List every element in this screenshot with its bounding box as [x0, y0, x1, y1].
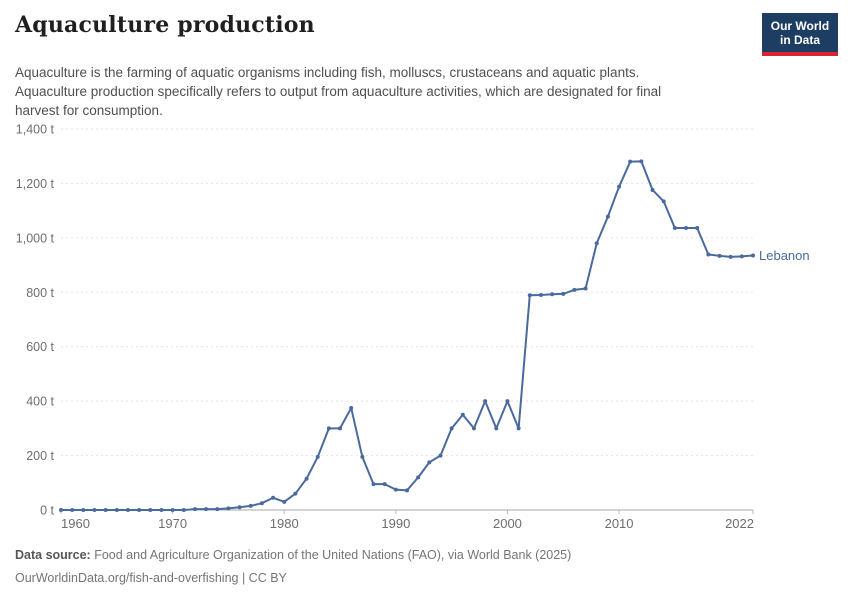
data-point-marker[interactable] [538, 293, 543, 298]
data-source-text: Food and Agriculture Organization of the… [90, 548, 572, 562]
data-point-marker[interactable] [471, 426, 476, 431]
data-point-marker[interactable] [170, 508, 175, 512]
y-tick-label: 1,400 t [16, 123, 55, 137]
data-source-line: Data source: Food and Agriculture Organi… [15, 544, 571, 567]
data-point-marker[interactable] [650, 187, 655, 192]
data-point-marker[interactable] [460, 412, 465, 417]
line-chart-svg[interactable]: 0 t 200 t 400 t 600 t 800 t 1,000 t 1,200 t 1,4… [0, 115, 850, 540]
y-tick-label: 200 t [26, 449, 54, 463]
data-point-marker[interactable] [215, 507, 220, 512]
y-tick-label: 800 t [26, 286, 54, 300]
footer-link-line[interactable]: OurWorldinData.org/fish-and-overfishing … [15, 571, 287, 585]
subtitle-line-2: Aquaculture production specifically refe… [15, 84, 662, 99]
data-point-marker[interactable] [326, 426, 331, 431]
data-point-marker[interactable] [181, 508, 186, 512]
x-tick-label: 1960 [61, 516, 90, 531]
data-point-marker[interactable] [405, 488, 409, 493]
data-point-marker[interactable] [259, 501, 264, 506]
data-point-marker[interactable] [672, 226, 677, 231]
data-point-marker[interactable] [695, 226, 700, 231]
data-point-marker[interactable] [427, 460, 432, 465]
data-point-marker[interactable] [449, 426, 454, 431]
y-tick-label: 1,000 t [16, 231, 55, 245]
data-point-marker[interactable] [315, 454, 320, 459]
lebanon-series-line[interactable] [60, 160, 754, 511]
data-point-marker[interactable] [393, 487, 398, 492]
data-point-marker[interactable] [483, 399, 488, 404]
data-point-marker[interactable] [293, 491, 298, 496]
data-point-marker[interactable] [304, 476, 309, 481]
data-point-marker[interactable] [583, 286, 588, 291]
data-point-marker[interactable] [605, 214, 610, 219]
owid-logo-line-2: in Data [779, 33, 820, 47]
subtitle-line-1: Aquaculture is the farming of aquatic or… [15, 65, 640, 80]
y-tick-label: 1,200 t [16, 177, 55, 191]
x-tick-label: 1970 [158, 516, 187, 531]
data-source-label: Data source: [15, 548, 91, 562]
data-point-marker[interactable] [271, 495, 276, 500]
x-tick-label: 1990 [381, 516, 410, 531]
data-point-marker[interactable] [382, 482, 387, 487]
data-point-marker[interactable] [92, 508, 97, 512]
data-point-marker[interactable] [617, 184, 622, 189]
data-point-marker[interactable] [494, 426, 499, 431]
data-point-marker[interactable] [70, 508, 75, 512]
data-point-marker[interactable] [561, 291, 566, 296]
data-point-marker[interactable] [594, 241, 599, 246]
data-point-marker[interactable] [103, 508, 108, 512]
chart-footer: Data source: Food and Agriculture Organi… [15, 544, 571, 590]
owid-logo-line-1: Our World [770, 19, 830, 33]
x-tick-label: 2010 [605, 516, 634, 531]
subtitle-line-3: harvest for consumption. [15, 103, 163, 118]
data-point-marker[interactable] [717, 253, 722, 258]
series-label-lebanon[interactable]: Lebanon [759, 248, 810, 263]
data-point-marker[interactable] [639, 159, 644, 164]
y-tick-label: 600 t [26, 340, 54, 354]
y-tick-label: 400 t [26, 395, 54, 409]
chart-subtitle: Aquaculture is the farming of aquatic or… [15, 63, 760, 120]
data-point-marker[interactable] [706, 252, 711, 257]
data-point-marker[interactable] [349, 405, 354, 410]
data-point-marker[interactable] [505, 399, 510, 404]
data-point-marker[interactable] [360, 454, 365, 459]
data-point-marker[interactable] [739, 254, 744, 259]
data-point-marker[interactable] [114, 508, 119, 512]
data-point-marker[interactable] [416, 475, 421, 480]
y-tick-label: 0 t [40, 504, 54, 518]
data-point-marker[interactable] [81, 508, 86, 512]
data-point-marker[interactable] [371, 482, 376, 487]
data-point-marker[interactable] [550, 292, 555, 297]
data-point-marker[interactable] [684, 226, 689, 231]
x-tick-label: 2022 [725, 516, 754, 531]
x-tick-label: 1980 [270, 516, 299, 531]
owid-logo[interactable]: Our World in Data [762, 13, 838, 56]
data-point-marker[interactable] [159, 508, 164, 512]
x-tick-label: 2000 [493, 516, 522, 531]
data-point-marker[interactable] [226, 506, 231, 511]
data-point-marker[interactable] [661, 199, 666, 204]
data-point-marker[interactable] [248, 503, 253, 508]
data-point-marker[interactable] [148, 508, 153, 512]
data-point-marker[interactable] [572, 287, 577, 292]
data-point-marker[interactable] [59, 508, 63, 512]
data-point-marker[interactable] [628, 159, 633, 164]
data-point-marker[interactable] [728, 254, 733, 259]
data-point-marker[interactable] [282, 499, 287, 504]
data-point-marker[interactable] [527, 293, 532, 298]
data-point-marker[interactable] [438, 453, 443, 458]
data-point-marker[interactable] [137, 508, 142, 512]
data-point-marker[interactable] [338, 426, 343, 431]
data-point-marker[interactable] [516, 426, 521, 431]
data-point-marker[interactable] [237, 505, 242, 510]
data-point-marker[interactable] [192, 507, 197, 512]
data-point-marker[interactable] [751, 253, 755, 258]
page-title: Aquaculture production [15, 12, 315, 38]
data-point-marker[interactable] [204, 507, 209, 512]
data-point-marker[interactable] [125, 508, 130, 512]
